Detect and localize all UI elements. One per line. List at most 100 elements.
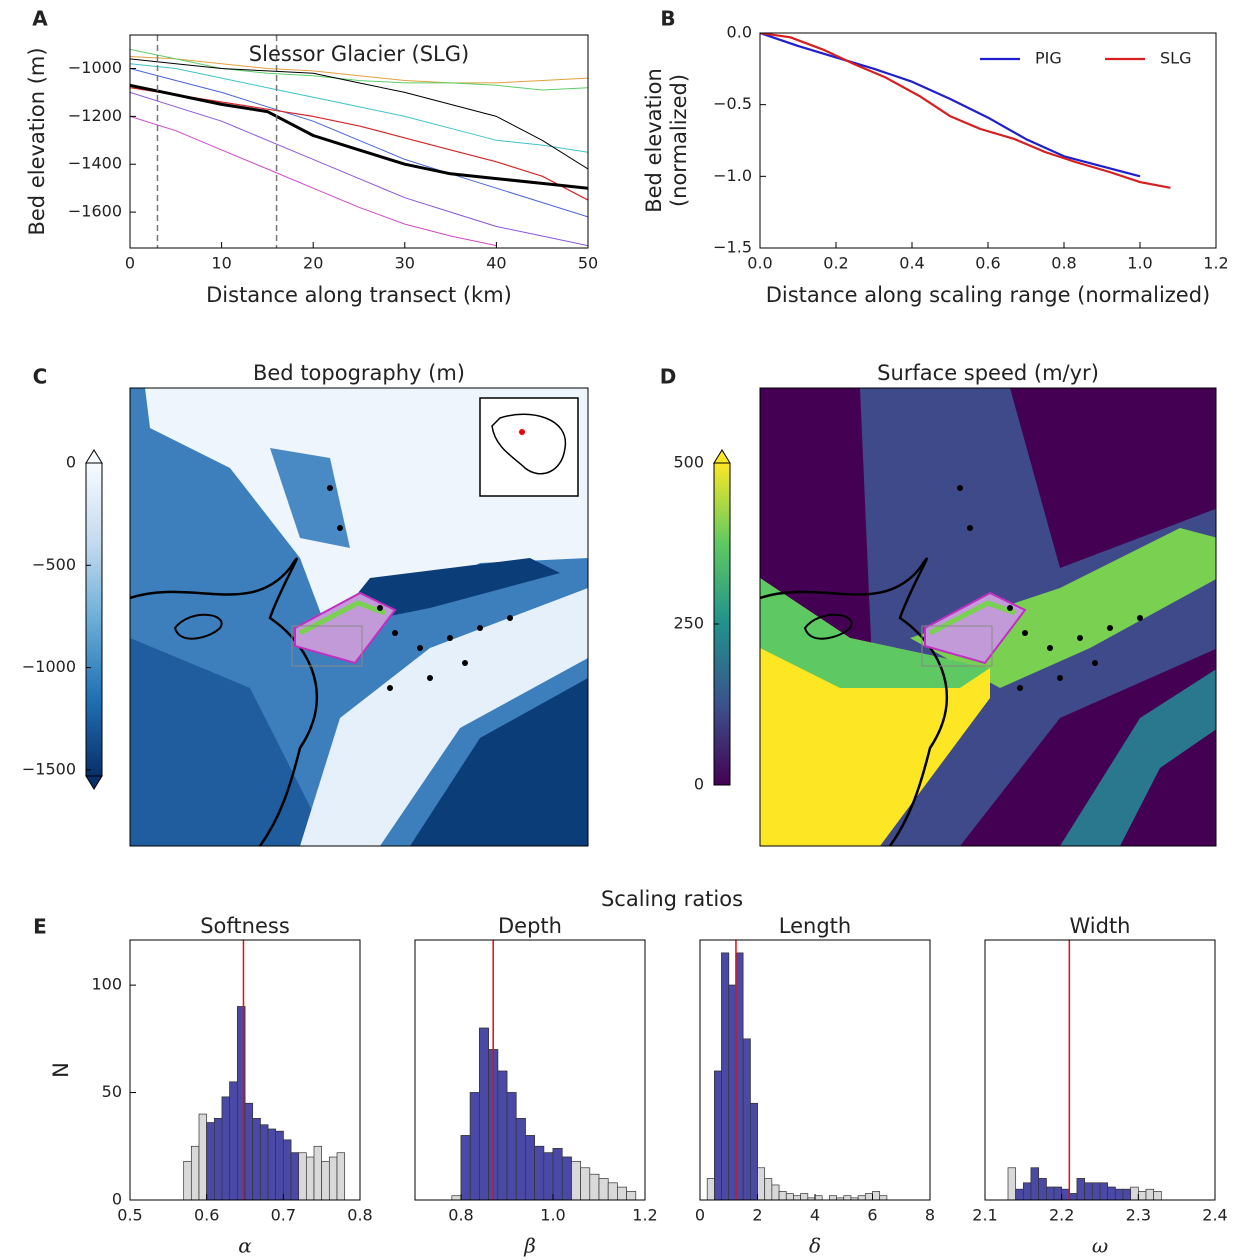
x-axis-label: Distance along transect (km)	[206, 283, 512, 307]
nunatak	[967, 525, 973, 531]
histogram-bar	[793, 1195, 801, 1200]
colorbar-extend-max	[713, 449, 731, 464]
bed-deeper	[130, 638, 330, 846]
colorbar	[85, 462, 103, 777]
map-title: Bed topography (m)	[253, 361, 465, 385]
histogram-bar	[1084, 1182, 1093, 1200]
histogram-bar	[275, 1130, 284, 1200]
x-tick-label: 0.5	[117, 1206, 142, 1225]
histogram-bar	[183, 1160, 192, 1200]
inset-location	[519, 429, 525, 435]
inset	[479, 397, 579, 497]
inset-continent	[491, 413, 567, 475]
y-tick-label: 0	[112, 1190, 122, 1209]
x-tick-label: 0.8	[1051, 254, 1076, 273]
histogram-bar	[328, 1156, 338, 1200]
histogram-bar	[221, 1096, 231, 1200]
line	[130, 91, 588, 247]
histogram-bar	[857, 1195, 866, 1200]
histogram-bar	[479, 1027, 489, 1200]
y-tick-label: −1000	[68, 58, 122, 77]
histogram-bar	[1045, 1186, 1055, 1200]
histogram-bar	[451, 1195, 462, 1200]
nunatak	[1137, 615, 1143, 621]
nunatak	[377, 605, 383, 611]
y-tick-label: −1600	[68, 202, 122, 221]
histogram-bar	[771, 1184, 780, 1200]
glacier-transects	[924, 591, 1027, 665]
nunatak	[1007, 605, 1013, 611]
histogram-bar	[336, 1152, 346, 1200]
histogram-bar	[778, 1191, 787, 1200]
domain-box	[291, 625, 363, 667]
axes-frame	[414, 939, 646, 1201]
y-tick-label: −1.0	[713, 166, 752, 185]
x-axis-label: δ	[809, 1234, 821, 1258]
x-tick-label: 30	[395, 254, 415, 273]
histogram-bar	[1015, 1188, 1024, 1200]
histogram-bar	[1153, 1191, 1162, 1200]
x-axis-label: Distance along scaling range (normalized…	[766, 283, 1211, 307]
histogram-bar	[872, 1191, 881, 1200]
histogram-bar	[561, 1156, 572, 1200]
histogram-bar	[1061, 1188, 1070, 1200]
histogram-bar	[552, 1148, 563, 1200]
plot-title: Slessor Glacier (SLG)	[249, 42, 469, 66]
histogram-bar	[252, 1117, 261, 1200]
panel-letter: A	[32, 7, 48, 31]
histogram-bar	[1038, 1178, 1047, 1200]
histogram-bar	[282, 1139, 292, 1200]
nunatak	[507, 615, 513, 621]
histogram-bar	[626, 1191, 637, 1200]
nunatak	[447, 635, 453, 641]
panel-letter: D	[660, 365, 677, 389]
histogram-bar	[1099, 1182, 1109, 1200]
histogram-bar	[497, 1070, 508, 1200]
histogram-bar	[728, 984, 737, 1200]
y-tick-label: 100	[91, 975, 122, 994]
plot-area	[130, 35, 588, 248]
nunatak	[1047, 645, 1053, 651]
histogram-bar	[244, 1102, 254, 1200]
coastline	[130, 557, 319, 846]
line	[130, 87, 588, 201]
nunatak	[1057, 675, 1063, 681]
x-axis-label: β	[523, 1234, 536, 1258]
y-tick-label: −1400	[68, 154, 122, 173]
ice-shelf	[173, 613, 223, 640]
histogram-bar	[1053, 1186, 1063, 1200]
x-tick-label: 0.6	[194, 1206, 219, 1225]
colorbar-tick-label: −500	[32, 555, 76, 574]
y-tick-label: −1200	[68, 106, 122, 125]
histogram-bar	[229, 1081, 238, 1200]
y-tick-label: 0.0	[727, 23, 752, 42]
histogram-bar	[1114, 1188, 1124, 1200]
histogram-bar	[742, 1038, 751, 1200]
colorbar-tick-label: 500	[673, 453, 704, 472]
x-tick-label: 2.4	[1202, 1206, 1227, 1225]
map-title: Surface speed (m/yr)	[877, 361, 1099, 385]
line	[130, 68, 588, 218]
histogram-bar	[1091, 1182, 1101, 1200]
histogram-bar	[864, 1193, 873, 1200]
histogram-bar	[290, 1152, 300, 1200]
line	[130, 63, 588, 153]
y-axis-label: N	[49, 1062, 73, 1078]
plot-area	[985, 940, 1215, 1200]
x-axis-label: ω	[1092, 1234, 1108, 1258]
histogram-bar	[1122, 1188, 1132, 1200]
speed-mid	[760, 578, 990, 688]
y-tick-label: −0.5	[713, 94, 752, 113]
histogram-bar	[1076, 1178, 1086, 1200]
histogram-bar	[735, 952, 744, 1200]
x-tick-label: 0.4	[899, 254, 924, 273]
line	[760, 33, 1141, 178]
histogram-bar	[800, 1193, 809, 1200]
subplot-title: Length	[779, 914, 851, 938]
subplot-title: Softness	[200, 914, 290, 938]
histogram-bar	[1030, 1167, 1040, 1200]
panel-letter: E	[33, 915, 47, 939]
line	[130, 56, 588, 84]
histogram-bar	[534, 1145, 545, 1200]
